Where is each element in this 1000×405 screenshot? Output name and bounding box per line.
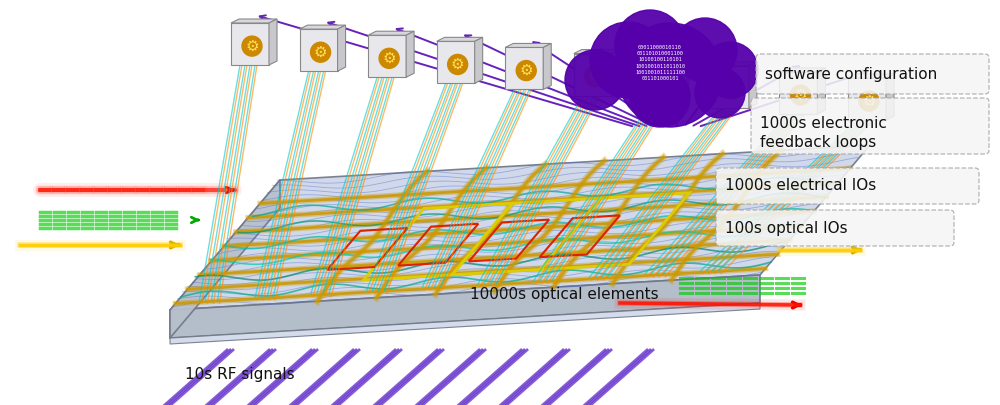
Polygon shape — [269, 19, 277, 65]
FancyBboxPatch shape — [751, 98, 989, 154]
Text: ⚙: ⚙ — [382, 51, 396, 66]
Polygon shape — [338, 25, 346, 71]
Circle shape — [448, 54, 468, 75]
Polygon shape — [368, 35, 406, 77]
Polygon shape — [574, 49, 620, 53]
Circle shape — [653, 73, 673, 93]
Text: 10s RF signals: 10s RF signals — [185, 367, 295, 382]
Polygon shape — [886, 74, 894, 120]
Polygon shape — [505, 47, 543, 90]
Polygon shape — [170, 275, 760, 338]
Text: ⚙: ⚙ — [862, 94, 876, 109]
Text: 1000s electrical IOs: 1000s electrical IOs — [725, 179, 876, 194]
Polygon shape — [779, 68, 825, 72]
Circle shape — [618, 23, 722, 127]
Polygon shape — [680, 55, 688, 102]
Polygon shape — [300, 29, 338, 71]
Polygon shape — [848, 74, 894, 78]
Polygon shape — [543, 43, 551, 90]
Text: ⚙: ⚙ — [314, 45, 327, 60]
Polygon shape — [574, 53, 612, 96]
Circle shape — [615, 10, 685, 80]
Circle shape — [379, 48, 399, 68]
FancyBboxPatch shape — [716, 168, 979, 204]
Circle shape — [630, 67, 690, 127]
Circle shape — [242, 36, 262, 56]
Text: ⚙: ⚙ — [519, 63, 533, 78]
Polygon shape — [642, 60, 680, 102]
Text: 10000s optical elements: 10000s optical elements — [470, 288, 659, 303]
Text: ⚙: ⚙ — [451, 57, 464, 72]
Polygon shape — [170, 180, 280, 338]
Polygon shape — [406, 31, 414, 77]
Text: ⚙: ⚙ — [794, 87, 807, 102]
Polygon shape — [437, 37, 483, 41]
Polygon shape — [300, 25, 346, 29]
Polygon shape — [779, 72, 817, 114]
Circle shape — [590, 22, 666, 98]
Polygon shape — [437, 41, 475, 83]
Polygon shape — [711, 66, 749, 108]
FancyBboxPatch shape — [756, 54, 989, 94]
Text: ⚙: ⚙ — [657, 75, 670, 90]
Circle shape — [702, 42, 758, 98]
Text: ⚙: ⚙ — [725, 81, 739, 96]
Text: 100s optical IOs: 100s optical IOs — [725, 220, 848, 235]
Polygon shape — [368, 31, 414, 35]
Text: ⚙: ⚙ — [588, 69, 602, 84]
Circle shape — [859, 91, 879, 111]
Polygon shape — [711, 62, 757, 66]
Polygon shape — [475, 37, 483, 83]
Circle shape — [565, 50, 625, 110]
Polygon shape — [848, 78, 886, 120]
Polygon shape — [642, 55, 688, 60]
Circle shape — [516, 60, 536, 81]
Circle shape — [695, 68, 745, 118]
Circle shape — [585, 67, 605, 87]
Polygon shape — [170, 303, 760, 344]
Text: software configuration: software configuration — [765, 66, 937, 81]
Polygon shape — [505, 43, 551, 47]
Circle shape — [790, 85, 810, 105]
Polygon shape — [170, 145, 870, 310]
FancyBboxPatch shape — [716, 210, 954, 246]
Circle shape — [673, 18, 737, 82]
Circle shape — [722, 79, 742, 99]
Polygon shape — [231, 23, 269, 65]
Circle shape — [311, 42, 331, 62]
Polygon shape — [231, 19, 277, 23]
Polygon shape — [817, 68, 825, 114]
Polygon shape — [749, 62, 757, 108]
Polygon shape — [612, 49, 620, 96]
Text: 1000s electronic
feedback loops: 1000s electronic feedback loops — [760, 116, 887, 150]
Text: 00011000010110
001101010001100
10100100110101
1001001011011010
1001001011111100
: 00011000010110 001101010001100 101001001… — [635, 45, 685, 81]
Text: ⚙: ⚙ — [245, 38, 259, 53]
